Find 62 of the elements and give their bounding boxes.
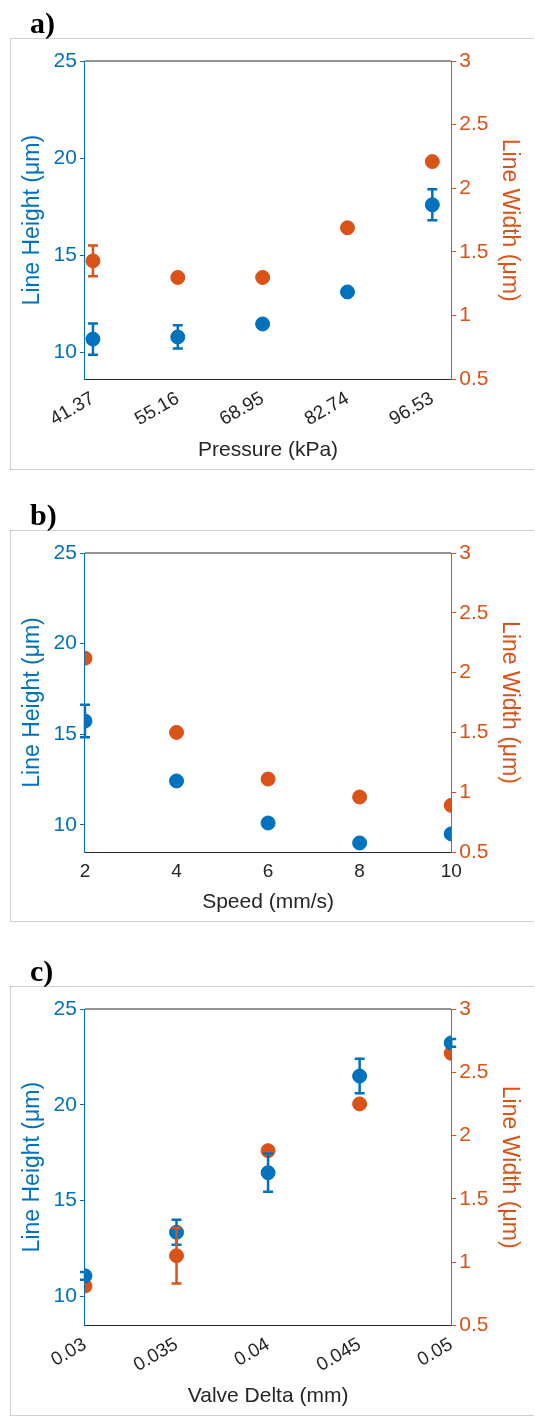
x-tick-label: 2 xyxy=(79,859,91,881)
y-tick-label: 10 xyxy=(53,1283,77,1307)
point xyxy=(339,220,355,236)
x-axis-title: Speed (mm/s) xyxy=(202,889,335,913)
point xyxy=(169,773,185,789)
y2-tick-label: 1.5 xyxy=(459,238,489,262)
y2-tick-label: 1.5 xyxy=(459,1185,489,1209)
y-tick-label: 10 xyxy=(53,811,77,835)
chart-title: b) xyxy=(29,497,58,531)
y-axis-title: Line Height (μm) xyxy=(18,617,45,788)
y-tick-label: 25 xyxy=(53,995,77,1019)
x-tick-label: 0.04 xyxy=(230,1332,273,1370)
y-tick-label: 15 xyxy=(53,1187,77,1211)
y2-tick-label: 2 xyxy=(459,175,471,199)
point xyxy=(339,284,355,300)
y2-tick-label: 1.5 xyxy=(459,719,489,743)
y2-axis-title: Line Width (μm) xyxy=(497,621,524,784)
point xyxy=(255,269,271,285)
y2-tick-label: 3 xyxy=(459,47,471,71)
x-tick-label: 8 xyxy=(354,859,365,881)
point xyxy=(424,154,440,170)
x-tick-label: 10 xyxy=(440,859,462,881)
y2-tick-label: 1 xyxy=(459,302,471,326)
x-tick-label: 55.16 xyxy=(130,386,183,429)
y2-axis-title: Line Width (μm) xyxy=(497,1085,524,1249)
x-tick-label: 0.03 xyxy=(47,1332,90,1370)
y2-tick-label: 0.5 xyxy=(459,366,489,390)
y-tick-label: 25 xyxy=(53,539,77,563)
point xyxy=(260,815,276,831)
y2-tick-label: 1 xyxy=(459,779,471,802)
x-axis-title: Valve Delta (mm) xyxy=(187,1383,349,1407)
y2-tick-label: 2.5 xyxy=(459,599,489,623)
chart-title: c) xyxy=(29,953,55,987)
y2-tick-label: 2.5 xyxy=(459,111,489,135)
y-axis-title: Line Height (μm) xyxy=(18,1081,45,1253)
y-tick-label: 15 xyxy=(53,721,77,745)
y2-tick-label: 2.5 xyxy=(459,1059,489,1083)
y-tick-label: 15 xyxy=(53,241,77,265)
y-tick-label: 20 xyxy=(53,1091,77,1115)
x-tick-label: 0.05 xyxy=(413,1332,456,1370)
y2-tick-label: 2 xyxy=(459,1122,471,1146)
x-tick-label: 4 xyxy=(171,859,183,881)
x-axis-title: Pressure (kPa) xyxy=(198,437,339,461)
y-tick-label: 20 xyxy=(53,630,77,654)
y2-tick-label: 0.5 xyxy=(459,1312,489,1336)
y2-tick-label: 2 xyxy=(459,659,471,683)
point xyxy=(260,771,276,787)
point xyxy=(170,269,186,285)
y2-axis-title: Line Width (μm) xyxy=(497,138,524,302)
y2-tick-label: 3 xyxy=(459,995,471,1019)
x-tick-label: 96.53 xyxy=(385,386,437,429)
chart-title: a) xyxy=(29,5,56,39)
y-tick-label: 10 xyxy=(53,338,77,362)
y-tick-label: 20 xyxy=(53,144,77,168)
y2-tick-label: 1 xyxy=(459,1248,471,1272)
x-tick-label: 41.37 xyxy=(45,386,98,429)
point xyxy=(169,724,185,740)
y-axis-title: Line Height (μm) xyxy=(18,134,45,306)
x-tick-label: 6 xyxy=(262,859,274,881)
y-tick-label: 25 xyxy=(53,47,77,71)
y2-tick-label: 3 xyxy=(459,539,471,563)
y2-tick-label: 0.5 xyxy=(459,838,489,862)
